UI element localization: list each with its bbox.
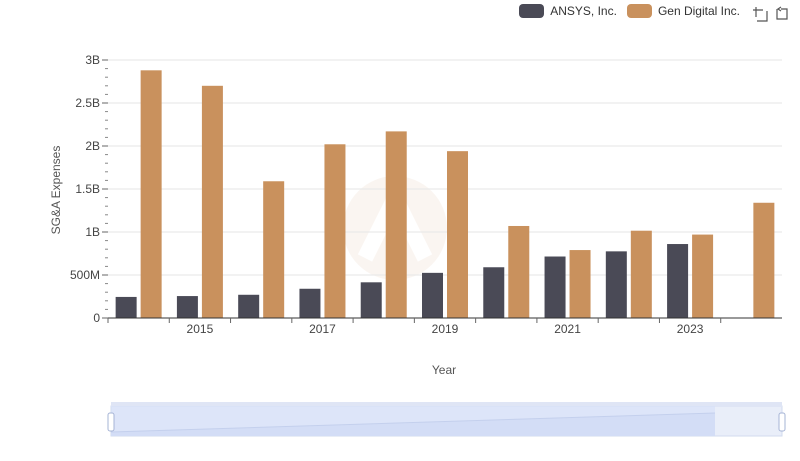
bar-ansys-2017[interactable] — [299, 288, 321, 318]
bar-ansys-2022[interactable] — [605, 251, 627, 318]
bar-gen-digital-2024[interactable] — [753, 202, 775, 318]
bar-ansys-2018[interactable] — [360, 282, 382, 318]
x-axis-ticks: 2015 2017 2019 2021 2023 — [107, 318, 722, 336]
datazoom-selected-window[interactable] — [111, 406, 715, 436]
bar-gen-digital-2020[interactable] — [508, 225, 530, 318]
bars — [115, 70, 775, 318]
bar-ansys-2020[interactable] — [483, 267, 505, 318]
bar-ansys-2021[interactable] — [544, 256, 566, 318]
x-tick-label: 2017 — [309, 322, 336, 336]
y-tick-label: 1.5B — [75, 182, 100, 196]
legend-item-gen-digital[interactable]: Gen Digital Inc. — [626, 4, 740, 18]
bar-gen-digital-2018[interactable] — [385, 131, 407, 318]
datazoom-top-bar[interactable] — [111, 402, 782, 407]
legend-swatch-ansys — [519, 4, 545, 18]
bar-gen-digital-2019[interactable] — [447, 151, 468, 318]
legend: ANSYS, Inc. Gen Digital Inc. — [519, 4, 740, 18]
y-minor-ticks — [105, 68, 108, 310]
datazoom-left-handle[interactable] — [107, 412, 115, 432]
y-tick-label: 2.5B — [75, 96, 100, 110]
bar-gen-digital-2023[interactable] — [692, 234, 714, 318]
datazoom-right-handle[interactable] — [778, 412, 786, 432]
bar-ansys-2014[interactable] — [115, 296, 137, 318]
y-axis-ticks: 0 500M 1B 1.5B 2B 2.5B 3B — [70, 53, 108, 325]
x-tick-label: 2023 — [677, 322, 704, 336]
y-tick-label: 1B — [85, 225, 100, 239]
bar-gen-digital-2017[interactable] — [324, 144, 346, 318]
legend-label-ansys: ANSYS, Inc. — [550, 4, 617, 18]
bar-ansys-2019[interactable] — [422, 272, 443, 318]
toolbox — [752, 6, 790, 22]
bar-ansys-2023[interactable] — [667, 244, 689, 318]
data-zoom-icon[interactable] — [752, 6, 768, 22]
bar-ansys-2016[interactable] — [238, 294, 260, 318]
data-zoom-slider[interactable] — [107, 402, 786, 437]
y-tick-label: 500M — [70, 268, 100, 282]
bar-ansys-2015[interactable] — [176, 296, 198, 318]
bar-gen-digital-2015[interactable] — [201, 85, 223, 318]
legend-label-gen-digital: Gen Digital Inc. — [657, 4, 740, 18]
x-axis-label: Year — [432, 363, 456, 377]
y-axis-label: SG&A Expenses — [49, 146, 63, 235]
bar-gen-digital-2022[interactable] — [630, 230, 652, 318]
y-tick-label: 2B — [85, 139, 100, 153]
x-tick-label: 2019 — [432, 322, 459, 336]
bar-gen-digital-2021[interactable] — [569, 250, 591, 318]
x-tick-label: 2015 — [187, 322, 214, 336]
legend-item-ansys[interactable]: ANSYS, Inc. — [519, 4, 617, 18]
y-tick-label: 3B — [85, 53, 100, 67]
y-tick-label: 0 — [93, 311, 100, 325]
legend-swatch-gen-digital — [626, 4, 652, 18]
bar-gen-digital-2014[interactable] — [140, 70, 162, 318]
bar-gen-digital-2016[interactable] — [263, 181, 285, 318]
restore-icon[interactable] — [774, 6, 790, 22]
x-tick-label: 2021 — [554, 322, 581, 336]
